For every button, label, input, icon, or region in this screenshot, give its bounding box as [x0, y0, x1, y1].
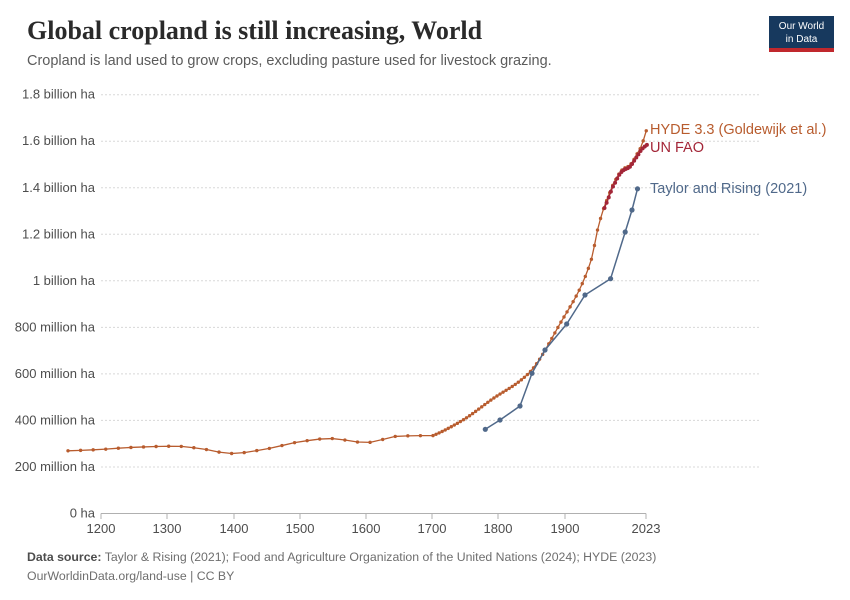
svg-text:1900: 1900 [551, 521, 580, 536]
svg-text:1500: 1500 [286, 521, 315, 536]
svg-text:UN FAO: UN FAO [650, 140, 704, 156]
svg-text:800 million ha: 800 million ha [15, 319, 96, 334]
svg-text:1300: 1300 [153, 521, 182, 536]
svg-text:1400: 1400 [220, 521, 249, 536]
svg-text:1200: 1200 [87, 521, 116, 536]
svg-text:1.2 billion ha: 1.2 billion ha [22, 226, 96, 241]
svg-text:1800: 1800 [484, 521, 513, 536]
svg-text:HYDE 3.3 (Goldewijk et al.): HYDE 3.3 (Goldewijk et al.) [650, 122, 826, 138]
svg-text:Taylor and Rising (2021): Taylor and Rising (2021) [650, 181, 807, 197]
svg-text:1600: 1600 [352, 521, 381, 536]
svg-text:1.4 billion ha: 1.4 billion ha [22, 180, 96, 195]
svg-text:0 ha: 0 ha [70, 506, 96, 521]
svg-text:1700: 1700 [418, 521, 447, 536]
svg-text:1.6 billion ha: 1.6 billion ha [22, 133, 96, 148]
svg-text:600 million ha: 600 million ha [15, 366, 96, 381]
svg-text:400 million ha: 400 million ha [15, 412, 96, 427]
svg-text:200 million ha: 200 million ha [15, 459, 96, 474]
svg-text:1 billion ha: 1 billion ha [33, 273, 96, 288]
svg-text:1.8 billion ha: 1.8 billion ha [22, 87, 96, 102]
svg-text:2023: 2023 [632, 521, 661, 536]
